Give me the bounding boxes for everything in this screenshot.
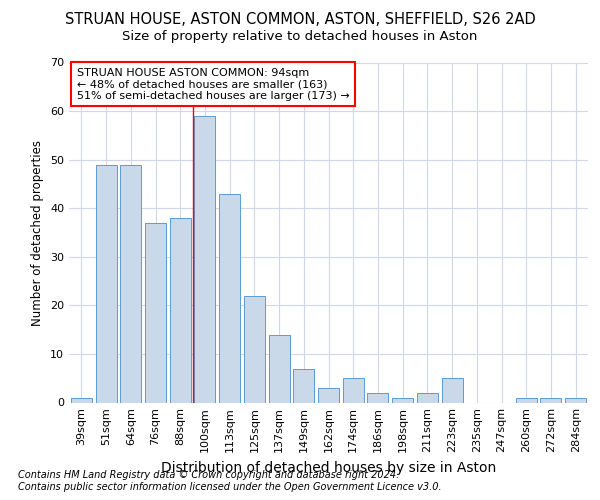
- Bar: [367, 393, 388, 402]
- Bar: [71, 398, 92, 402]
- Bar: [318, 388, 339, 402]
- Y-axis label: Number of detached properties: Number of detached properties: [31, 140, 44, 326]
- Bar: [269, 334, 290, 402]
- Bar: [392, 398, 413, 402]
- Bar: [541, 398, 562, 402]
- Bar: [194, 116, 215, 403]
- Bar: [442, 378, 463, 402]
- Bar: [565, 398, 586, 402]
- Text: Contains HM Land Registry data © Crown copyright and database right 2024.: Contains HM Land Registry data © Crown c…: [18, 470, 399, 480]
- Text: STRUAN HOUSE ASTON COMMON: 94sqm
← 48% of detached houses are smaller (163)
51% : STRUAN HOUSE ASTON COMMON: 94sqm ← 48% o…: [77, 68, 350, 101]
- Bar: [417, 393, 438, 402]
- Bar: [145, 223, 166, 402]
- Bar: [219, 194, 240, 402]
- Bar: [120, 164, 141, 402]
- Bar: [343, 378, 364, 402]
- Bar: [95, 164, 116, 402]
- Bar: [170, 218, 191, 402]
- X-axis label: Distribution of detached houses by size in Aston: Distribution of detached houses by size …: [161, 461, 496, 475]
- Text: STRUAN HOUSE, ASTON COMMON, ASTON, SHEFFIELD, S26 2AD: STRUAN HOUSE, ASTON COMMON, ASTON, SHEFF…: [65, 12, 535, 28]
- Bar: [516, 398, 537, 402]
- Text: Size of property relative to detached houses in Aston: Size of property relative to detached ho…: [122, 30, 478, 43]
- Text: Contains public sector information licensed under the Open Government Licence v3: Contains public sector information licen…: [18, 482, 442, 492]
- Bar: [244, 296, 265, 403]
- Bar: [293, 368, 314, 402]
